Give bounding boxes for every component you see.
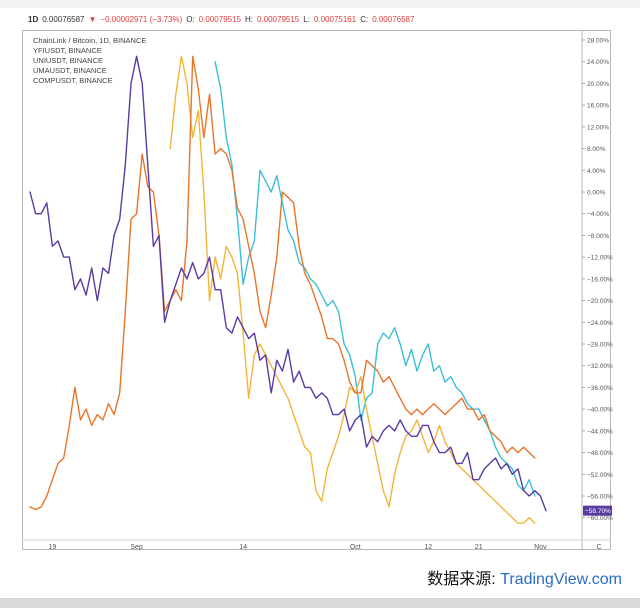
y-tick-label: 4.00% bbox=[587, 168, 606, 175]
y-tick-label: 0.00% bbox=[587, 190, 606, 197]
top-fade-bar bbox=[0, 0, 640, 8]
source-prefix: 数据来源: bbox=[427, 571, 501, 588]
y-tick-label: 28.00% bbox=[587, 38, 609, 45]
low-value: 0.00075161 bbox=[313, 15, 357, 24]
x-tick-label: 21 bbox=[475, 544, 483, 551]
x-tick-label: Oct bbox=[350, 544, 361, 551]
x-tick-label: 14 bbox=[239, 544, 247, 551]
source-credit: 数据来源: TradingView.com bbox=[427, 565, 622, 589]
series-legend: ChainLink / Bitcoin, 1D, BINANCE YFIUSDT… bbox=[33, 36, 146, 86]
x-tick-label: 12 bbox=[424, 544, 432, 551]
series-line-1 bbox=[29, 55, 536, 511]
last-value-badge bbox=[583, 505, 612, 516]
y-tick-label: 24.00% bbox=[587, 59, 609, 66]
y-tick-label: −32.00% bbox=[587, 363, 613, 370]
legend-item-uma[interactable]: UMAUSDT, BINANCE bbox=[33, 66, 107, 75]
last-value-label: −58.70% bbox=[585, 508, 611, 515]
legend-item-uni[interactable]: UNIUSDT, BINANCE bbox=[33, 56, 104, 65]
legend-item-yfi[interactable]: YFIUSDT, BINANCE bbox=[33, 46, 102, 55]
price-change: −0.00002971 (−3.73%) bbox=[100, 15, 183, 24]
current-price: 0.00076587 bbox=[42, 15, 85, 24]
bottom-bar bbox=[0, 598, 640, 608]
y-tick-label: −16.00% bbox=[587, 276, 613, 283]
source-brand: TradingView.com bbox=[500, 571, 622, 588]
close-value: 0.00076587 bbox=[372, 15, 415, 24]
y-tick-label: 8.00% bbox=[587, 146, 606, 153]
x-tick-label: Nov bbox=[534, 544, 547, 551]
legend-item-comp[interactable]: COMPUSDT, BINANCE bbox=[33, 76, 113, 85]
y-tick-label: −40.00% bbox=[587, 407, 613, 414]
open-label: O: bbox=[186, 15, 195, 24]
low-label: L: bbox=[303, 15, 310, 24]
y-tick-label: −36.00% bbox=[587, 385, 613, 392]
y-tick-label: −56.00% bbox=[587, 494, 613, 501]
price-header: 1D 0.00076587 ▼ −0.00002971 (−3.73%) O: 0… bbox=[28, 15, 414, 24]
interval-label: 1D bbox=[28, 15, 39, 24]
y-tick-label: −8.00% bbox=[587, 233, 609, 240]
legend-item-chainlink[interactable]: ChainLink / Bitcoin, 1D, BINANCE bbox=[33, 36, 147, 45]
change-arrow-icon: ▼ bbox=[88, 15, 97, 24]
y-tick-label: −60.00% bbox=[587, 515, 613, 522]
y-tick-label: −12.00% bbox=[587, 255, 613, 262]
y-tick-label: −4.00% bbox=[587, 211, 609, 218]
high-label: H: bbox=[244, 15, 253, 24]
settings-icon: C bbox=[596, 544, 601, 551]
y-tick-label: 16.00% bbox=[587, 103, 609, 110]
chart-frame[interactable] bbox=[22, 30, 611, 550]
y-tick-label: −52.00% bbox=[587, 472, 613, 479]
y-tick-label: −48.00% bbox=[587, 450, 613, 457]
y-tick-label: −44.00% bbox=[587, 428, 613, 435]
open-value: 0.00079515 bbox=[198, 15, 241, 24]
y-tick-label: 12.00% bbox=[587, 124, 609, 131]
x-tick-label: Sep bbox=[130, 544, 143, 551]
y-tick-label: −24.00% bbox=[587, 320, 613, 327]
high-value: 0.00079515 bbox=[256, 15, 300, 24]
close-label: C: bbox=[360, 15, 369, 24]
y-tick-label: −28.00% bbox=[587, 342, 613, 349]
x-tick-label: 19 bbox=[49, 544, 57, 551]
y-tick-label: 20.00% bbox=[587, 81, 609, 88]
series-line-0 bbox=[29, 55, 547, 512]
series-line-2 bbox=[169, 55, 536, 524]
series-line-3 bbox=[214, 61, 536, 497]
y-tick-label: −20.00% bbox=[587, 298, 613, 305]
